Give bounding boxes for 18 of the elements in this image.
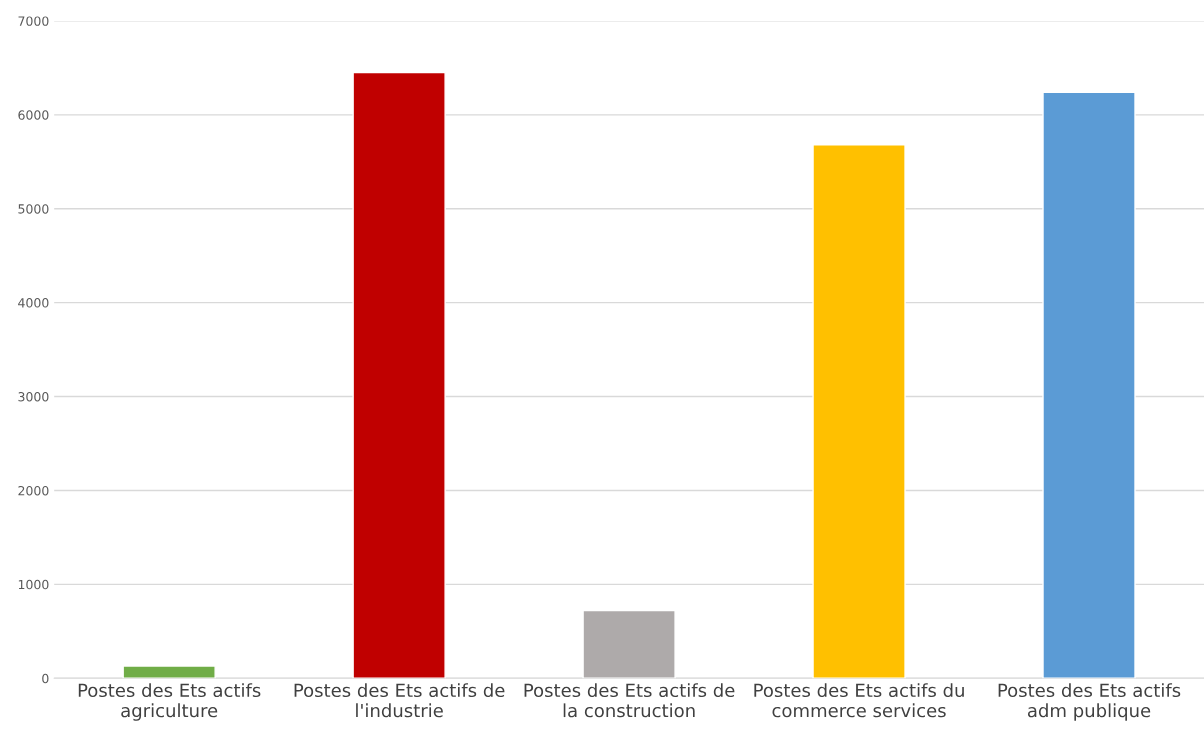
x-tick-label: Postes des Ets actifs agriculture [78, 683, 261, 721]
bar [582, 609, 676, 679]
y-tick-label: 7000 [18, 16, 49, 26]
y-tick-label: 0 [42, 673, 49, 684]
bar [1042, 91, 1136, 679]
y-tick-label: 3000 [18, 392, 49, 402]
y-tick-label: 4000 [18, 298, 49, 308]
x-tick-label: Postes des Ets actifs de l'industrie [294, 683, 505, 718]
y-tick-label: 5000 [18, 204, 49, 214]
x-tick-label: Postes des Ets actifs de la construction [524, 683, 735, 718]
y-tick-label: 2000 [18, 485, 49, 496]
bar [812, 144, 906, 679]
bar [352, 71, 446, 679]
x-tick-label: Postes des Ets actifs du commerce services [754, 683, 964, 718]
bar [122, 665, 216, 679]
y-tick-label: 1000 [18, 579, 49, 590]
y-tick-label: 6000 [18, 110, 49, 120]
x-tick-label: Postes des Ets actifs adm publique [998, 683, 1181, 721]
